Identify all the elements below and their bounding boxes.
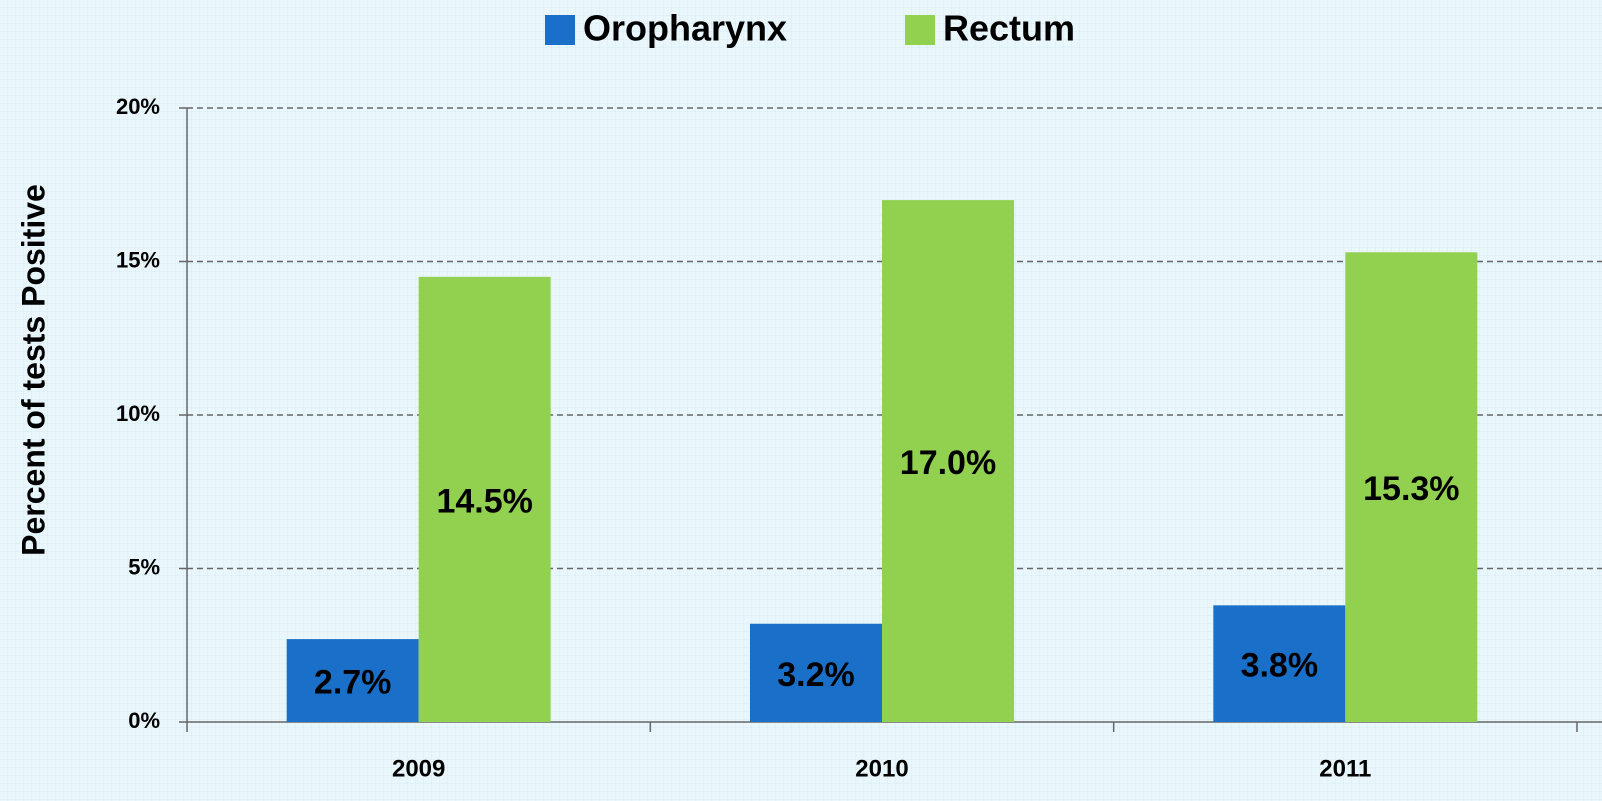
data-label: 2.7% [314, 664, 392, 702]
bar [882, 200, 1014, 723]
data-label: 3.8% [1241, 647, 1319, 685]
legend-swatch [545, 15, 575, 45]
y-tick-label: 15% [116, 247, 160, 272]
y-tick-label: 20% [116, 94, 160, 119]
x-tick-label: 2011 [1319, 755, 1371, 782]
x-tick-label: 2009 [392, 755, 445, 782]
y-axis-title: Percent of tests Positive [15, 184, 51, 556]
data-label: 15.3% [1363, 470, 1459, 508]
legend-swatch [905, 15, 935, 45]
y-tick-label: 5% [128, 554, 160, 579]
y-tick-label: 0% [128, 708, 160, 733]
bar [1213, 605, 1346, 722]
bar [418, 276, 551, 722]
y-tick-label: 10% [116, 401, 160, 426]
legend-label: Oropharynx [583, 8, 787, 49]
bar [286, 639, 419, 722]
bar [750, 623, 882, 722]
data-label: 14.5% [436, 482, 532, 520]
x-tick-label: 2010 [855, 755, 908, 782]
data-label: 3.2% [777, 656, 855, 694]
legend-label: Rectum [943, 8, 1075, 49]
bar [1345, 252, 1478, 723]
data-label: 17.0% [900, 444, 996, 482]
